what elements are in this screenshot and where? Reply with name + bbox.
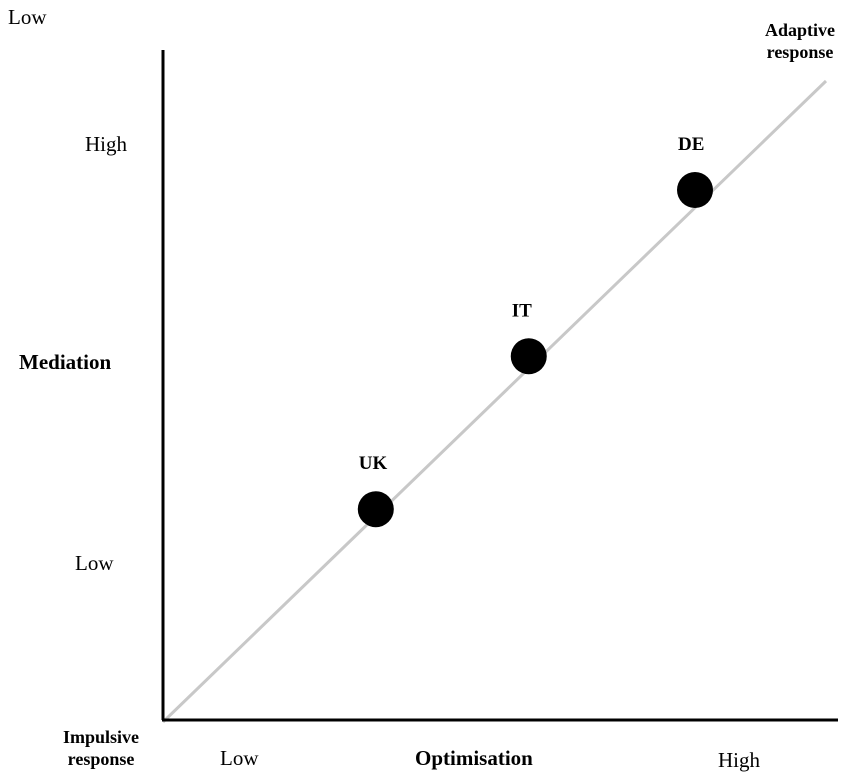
- points-layer: UK IT DE: [357, 134, 713, 528]
- impulsive-line-1: Impulsive: [63, 727, 140, 747]
- y-tick-low: Low: [75, 551, 114, 575]
- x-tick-high: High: [718, 748, 760, 772]
- point-label-uk: UK: [359, 453, 388, 474]
- top-left-low-label: Low: [8, 5, 47, 29]
- point-de: [677, 172, 713, 208]
- x-tick-low: Low: [220, 746, 259, 770]
- x-axis-title: Optimisation: [415, 746, 533, 770]
- point-it: [510, 338, 547, 375]
- y-axis-title: Mediation: [19, 350, 112, 374]
- adaptive-line-2: response: [766, 42, 834, 62]
- adaptive-line-1: Adaptive: [765, 20, 836, 40]
- diagonal-trend-line: [161, 79, 828, 724]
- impulsive-response-label: Impulsive response: [63, 726, 139, 770]
- impulsive-line-2: response: [67, 749, 135, 769]
- point-label-de: DE: [678, 134, 704, 155]
- point-uk: [357, 491, 394, 528]
- y-tick-high: High: [85, 132, 127, 156]
- point-label-it: IT: [512, 300, 532, 321]
- adaptive-response-label: Adaptive response: [765, 19, 835, 63]
